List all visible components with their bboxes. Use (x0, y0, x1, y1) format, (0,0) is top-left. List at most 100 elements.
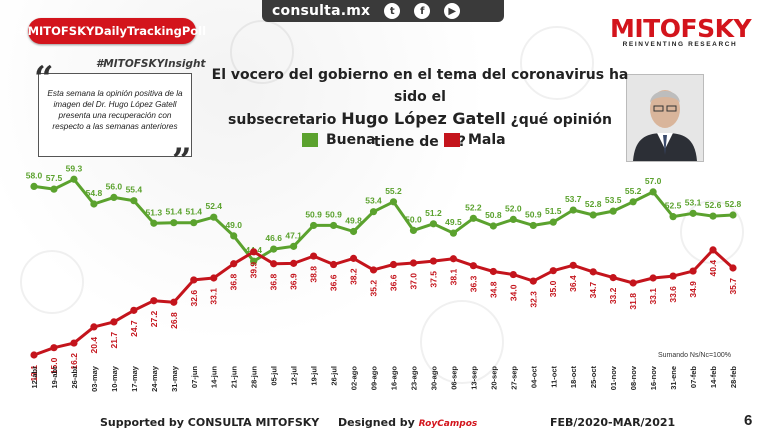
title-line-2-pre: subsecretario (228, 112, 342, 128)
data-label-mala: 16.2 (69, 353, 79, 370)
data-point-mala (110, 318, 118, 326)
data-point-mala (549, 267, 557, 275)
data-point-mala (250, 248, 258, 256)
data-point-buena (110, 193, 118, 201)
x-tick-label: 08-nov (629, 365, 638, 390)
data-point-mala (230, 260, 238, 268)
youtube-icon[interactable]: ▶ (444, 3, 461, 19)
x-tick-label: 04-oct (529, 366, 538, 389)
data-label-buena: 52.4 (205, 201, 222, 211)
data-point-buena (230, 232, 238, 240)
designer-name: RoyCampos (418, 419, 478, 429)
x-tick-label: 18-oct (569, 366, 578, 389)
data-point-buena (70, 175, 78, 183)
chart-title: El vocero del gobierno en el tema del co… (210, 64, 630, 153)
legend-label-mala: Mala (468, 132, 506, 148)
data-label-mala: 38.8 (309, 266, 319, 283)
chart-note: Sumando Ns/Nc=100% (658, 352, 731, 359)
x-tick-label: 16-ago (389, 366, 398, 391)
data-label-buena: 57.5 (46, 173, 63, 183)
facebook-icon[interactable]: f (414, 3, 431, 19)
data-point-mala (170, 298, 178, 306)
data-point-buena (389, 198, 398, 206)
data-label-mala: 36.3 (468, 275, 478, 292)
data-point-mala (589, 268, 597, 276)
data-point-buena (569, 206, 577, 214)
data-point-buena (150, 219, 158, 227)
title-line-2: subsecretario Hugo López Gatell ¿qué opi… (210, 108, 630, 153)
data-point-mala (709, 246, 717, 254)
data-point-buena (210, 213, 218, 221)
title-line-1: El vocero del gobierno en el tema del co… (211, 67, 629, 105)
data-point-mala (130, 306, 138, 314)
x-tick-label: 28-jun (250, 366, 259, 389)
close-quote-icon: ” (172, 141, 192, 181)
data-point-mala (529, 277, 537, 285)
x-tick-label: 30-ago (429, 366, 438, 391)
data-point-buena (290, 242, 298, 250)
data-point-buena (190, 219, 198, 227)
data-label-mala: 15.0 (49, 357, 59, 374)
x-tick-label: 28-feb (729, 366, 738, 389)
x-tick-label: 10-may (110, 365, 119, 392)
data-label-buena: 55.2 (385, 186, 402, 196)
x-tick-label: 14-jun (210, 366, 219, 389)
data-point-buena (409, 226, 418, 234)
data-point-mala (569, 261, 577, 269)
data-point-mala (689, 267, 697, 275)
data-label-mala: 37.5 (428, 271, 438, 288)
footer: Supported by CONSULTA MITOFSKY Designed … (0, 414, 768, 432)
data-label-buena: 50.0 (405, 214, 422, 224)
data-point-mala (90, 323, 98, 331)
x-tick-label: 06-sep (449, 366, 458, 390)
mitofsky-logo: MITOFSKY REINVENTING RESEARCH (610, 14, 752, 48)
data-point-buena (329, 221, 338, 230)
site-url[interactable]: consulta.mx (272, 3, 371, 19)
title-line-2-post: ¿qué opinión tiene de él? (373, 112, 612, 150)
data-point-buena (729, 211, 737, 219)
data-point-buena (629, 198, 637, 206)
data-label-buena: 49.0 (225, 220, 242, 230)
data-label-mala: 33.2 (608, 287, 618, 304)
data-label-buena: 59.3 (66, 163, 83, 173)
data-label-buena: 50.9 (525, 209, 542, 219)
data-label-mala: 36.6 (388, 274, 398, 291)
legend-swatch-mala (444, 133, 460, 147)
data-label-mala: 32.6 (189, 290, 199, 307)
data-point-buena (649, 188, 657, 196)
x-tick-label: 27-sep (509, 366, 518, 390)
data-label-mala: 35.2 (369, 280, 379, 297)
data-label-mala: 34.7 (588, 282, 598, 299)
x-tick-label: 26-abr (70, 366, 79, 389)
x-tick-label: 02-ago (350, 366, 359, 391)
data-point-mala (389, 260, 398, 269)
x-tick-label: 01-nov (609, 365, 618, 390)
data-label-buena: 53.4 (365, 196, 382, 206)
data-point-buena (709, 212, 717, 220)
data-label-buena: 53.7 (565, 194, 582, 204)
data-label-buena: 52.2 (465, 202, 482, 212)
insight-hashtag: #MITOFSKYInsight (96, 58, 206, 70)
virus-decoration (520, 26, 594, 100)
data-point-buena (689, 209, 697, 217)
data-label-buena: 54.8 (86, 188, 103, 198)
data-label-buena: 52.0 (505, 203, 522, 213)
legend-swatch-buena (302, 133, 318, 147)
data-label-mala: 34.0 (508, 284, 518, 301)
data-label-buena: 46.6 (265, 233, 282, 243)
x-tick-label: 21-jun (230, 366, 239, 389)
top-bar: consulta.mx t f ▶ (262, 0, 504, 22)
x-tick-label: 14-feb (709, 366, 718, 389)
data-label-buena: 52.5 (665, 201, 682, 211)
legend-item-buena: Buena (302, 132, 376, 148)
twitter-icon[interactable]: t (384, 3, 401, 19)
data-point-buena (449, 229, 457, 237)
data-label-mala: 36.8 (229, 273, 239, 290)
data-label-mala: 26.8 (169, 312, 179, 329)
data-point-buena (250, 257, 258, 265)
data-point-buena (270, 245, 278, 253)
x-tick-label: 09-ago (370, 366, 379, 391)
logo-text: MITOFSKY (610, 14, 752, 43)
